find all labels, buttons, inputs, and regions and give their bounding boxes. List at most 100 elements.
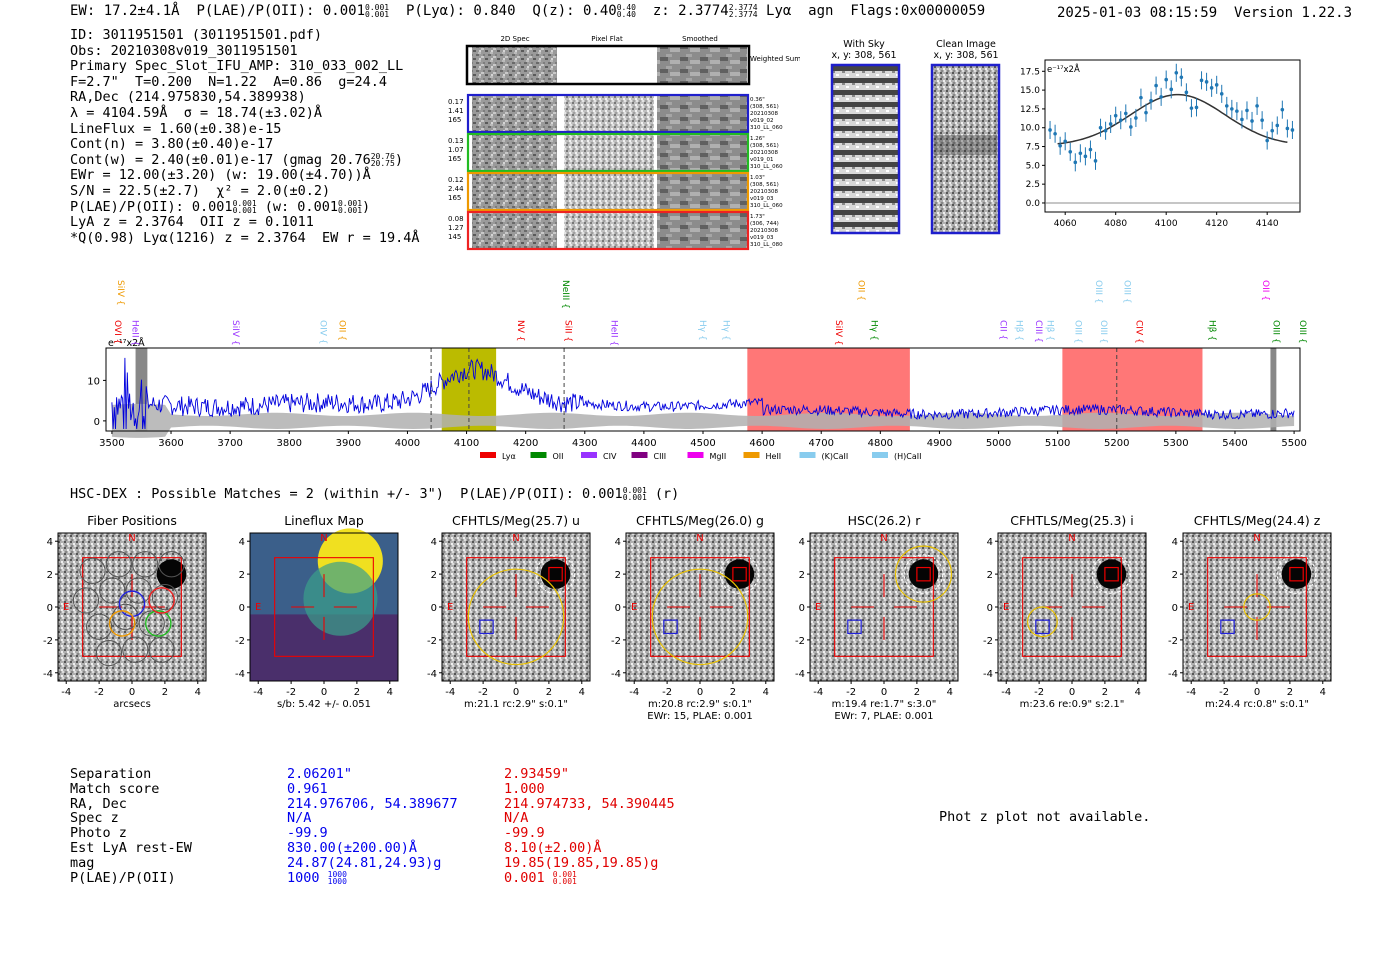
- source-aperture: [903, 554, 944, 594]
- row-note: v019_01: [750, 157, 774, 163]
- east-label: E: [631, 602, 637, 613]
- stamp-xtick-label: 2: [546, 687, 552, 698]
- match-row-label: Separation: [70, 766, 152, 782]
- fiber-circle: [72, 587, 100, 614]
- info-lineflux: LineFlux = 1.60(±0.38)e-15: [70, 120, 282, 137]
- header-summary: EW: 17.2±4.1Å P(LAE)/P(OII): 0.0010.001 0…: [70, 3, 985, 19]
- spectrum-xtick-label: 4000: [395, 438, 420, 449]
- line-label: OIII {: [1072, 320, 1082, 344]
- zoom-data-point: [1154, 83, 1158, 88]
- header-flags: Lyα agn Flags:0x00000059: [766, 3, 986, 19]
- spectrum-xtick-label: 4300: [572, 438, 597, 449]
- header-datetime-version: 2025-01-03 08:15:59 Version 1.22.3: [1057, 5, 1352, 21]
- info-q: *Q(0.98) Lyα(1216) z = 2.3764 EW r = 19.…: [70, 229, 420, 246]
- aperture-ellipse: [894, 545, 953, 603]
- contw-sup: 20.76: [370, 151, 395, 161]
- stamp-xtick-label: 0: [321, 687, 327, 698]
- fiber-circle: [105, 551, 132, 578]
- east-label: E: [1003, 602, 1009, 613]
- info-sn: S/N = 22.5(±2.7) χ² = 2.0(±0.2): [70, 182, 331, 199]
- stamp-xtick-label: -4: [813, 687, 823, 698]
- zoom-data-point: [1113, 113, 1118, 118]
- fiber-circle: [86, 613, 113, 640]
- row-frame: [466, 132, 750, 173]
- match-blue-value: 24.87(24.81,24.93)g: [287, 854, 442, 871]
- plae2-sub: 0.001: [232, 205, 257, 215]
- stamp-xtick-label: 0: [697, 687, 703, 698]
- stamp-ytick-label: 2: [987, 570, 993, 581]
- info-plae-w: (w: 0.001: [264, 198, 338, 215]
- fiber-circle: [125, 577, 152, 604]
- stamp-xtick-label: -4: [61, 687, 71, 698]
- stamp-ytick-label: 0: [47, 603, 53, 614]
- stamp-panel: CFHTLS/Meg(26.0) g N E -4 -4 -2 -2 0 0 2 2 4 4 m:20.8…: [611, 513, 775, 722]
- spectrum-noise-band: [111, 403, 1295, 438]
- match-red-value: 0.001 0.001 0.001: [504, 869, 577, 886]
- plaew-sup: 0.001: [337, 198, 363, 208]
- row-2dspec: [472, 134, 557, 171]
- clean-coord: x, y: 308, 561: [933, 50, 998, 61]
- zoom-data-point: [1250, 119, 1254, 123]
- aperture-ellipse: [651, 568, 749, 666]
- stamp-caption2: EWr: 15, PLAE: 0.001: [647, 711, 753, 722]
- fiber-orange: [108, 610, 136, 637]
- stamp-xtick-label: -2: [662, 687, 672, 698]
- spectrum-xtick-label: 5100: [1045, 438, 1070, 449]
- stamp-ytick-label: 4: [431, 537, 437, 548]
- weighted-sum-label: Weighted Sum: [750, 55, 800, 63]
- match-red-value: 1.000: [504, 780, 545, 797]
- bright-source: [1096, 559, 1127, 589]
- match-red-value: -99.9: [504, 825, 545, 842]
- stamp-image: [58, 533, 206, 681]
- row-note: v019_03: [750, 196, 774, 202]
- image-stamps: Fiber Positions N E -4 -4 -2 -2 0 0 2 2 4 4 arcsecs Li…: [43, 513, 1332, 722]
- info-contn: Cont(n) = 3.80(±0.40)e-17: [70, 136, 274, 153]
- search-box: [834, 557, 934, 657]
- stamp-xtick-label: 0: [1069, 687, 1075, 698]
- zoom-data-point: [1073, 160, 1078, 165]
- zoom-ytick-label: 10.0: [1020, 124, 1040, 134]
- zoom-data-point: [1164, 77, 1168, 82]
- spectrum-ytick-label: 0: [94, 417, 100, 428]
- match-row-label: Match score: [70, 780, 160, 797]
- line-label-top: OII {: [856, 280, 866, 301]
- stamp-ytick-label: -2: [235, 636, 245, 647]
- stamp-image: [626, 533, 774, 681]
- stamp-ytick-label: 4: [987, 537, 993, 548]
- stamp-xtick-label: -2: [846, 687, 856, 698]
- info-obs: Obs: 20210308v019_3011951501: [70, 42, 298, 59]
- stamp-xtick-label: 4: [1135, 687, 1141, 698]
- line-label: Hγ {: [697, 320, 707, 341]
- legend-swatch: [631, 452, 648, 458]
- stamp-xtick-label: -4: [445, 687, 455, 698]
- stamp-xtick-label: -4: [1186, 687, 1196, 698]
- match-blue-value: 214.976706, 54.389677: [287, 795, 458, 812]
- spectrum-xtick-label: 4700: [808, 438, 833, 449]
- zoom-data-point: [1139, 95, 1143, 100]
- legend-swatch: [743, 452, 760, 458]
- photz-message: Phot z plot not available.: [939, 809, 1151, 825]
- info-contw: Cont(w) = 2.40(±0.01)e-17 (gmag 20.76: [70, 151, 371, 168]
- spectrum-xtick-label: 5000: [986, 438, 1011, 449]
- row-smooth: [657, 173, 747, 210]
- stamp-xtick-label: -2: [1219, 687, 1229, 698]
- row-note: 1.03": [750, 175, 765, 181]
- spectrum-xtick-label: 5400: [1222, 438, 1247, 449]
- zoom-ytick-label: 2.5: [1026, 180, 1040, 190]
- line-label: Hβ {: [1013, 320, 1023, 341]
- legend-swatch: [799, 452, 816, 458]
- row-note: 310_LL_060: [750, 125, 783, 131]
- zoom-xtick-label: 4120: [1205, 219, 1228, 229]
- zoom-data-point: [1093, 159, 1098, 163]
- legend-label: CIV: [603, 452, 617, 461]
- zoom-data-point: [1204, 80, 1209, 84]
- bright-source: [1281, 559, 1312, 589]
- info-plae: P(LAE)/P(OII): 0.001: [70, 198, 233, 215]
- stamp-ytick-label: 0: [239, 603, 245, 614]
- spectrum-ylabel: e⁻¹⁷x2Å: [108, 337, 145, 349]
- legend-label: (H)CaII: [894, 452, 921, 461]
- stamp-caption2: EWr: 7, PLAE: 0.001: [834, 711, 933, 722]
- zoom-data-point: [1169, 87, 1174, 92]
- legend-swatch: [530, 452, 547, 458]
- withsky-coord: x, y: 308, 561: [831, 50, 896, 61]
